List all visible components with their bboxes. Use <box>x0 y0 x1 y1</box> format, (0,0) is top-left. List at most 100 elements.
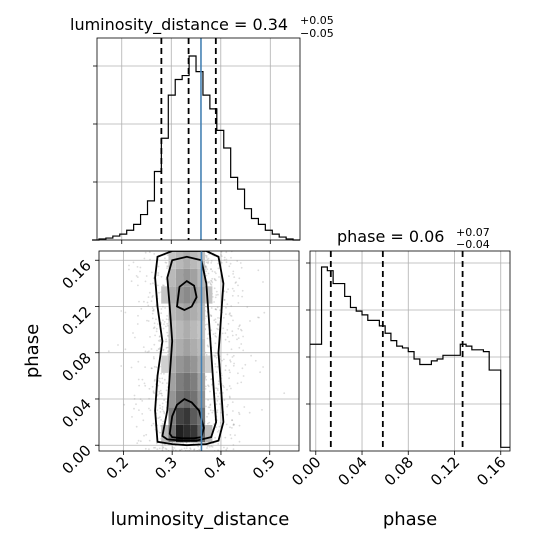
joint-sample-point <box>217 324 219 326</box>
joint-sample-point <box>218 392 221 394</box>
joint-density-cell-5 <box>175 407 184 425</box>
joint-density-cell-59 <box>161 425 169 443</box>
joint-density-cell-23 <box>168 355 176 373</box>
joint-sample-point <box>241 367 244 370</box>
joint-sample-point <box>138 384 141 387</box>
joint-sample-point <box>242 349 245 352</box>
joint-density-cell-42 <box>190 286 198 304</box>
joint-sample-point <box>237 284 239 287</box>
joint-density-cell-11 <box>183 390 191 408</box>
joint-sample-point <box>217 323 219 326</box>
joint-sample-point <box>214 278 216 281</box>
joint-sample-point <box>242 335 245 338</box>
joint-sample-point <box>231 419 233 422</box>
joint-sample-point <box>244 363 247 366</box>
joint-sample-point <box>229 426 231 429</box>
joint-sample-point <box>161 446 164 449</box>
joint-sample-point <box>215 426 218 429</box>
joint-sample-point <box>225 291 228 293</box>
joint-sample-point <box>158 390 161 393</box>
joint-sample-point <box>143 434 145 437</box>
joint-sample-point <box>217 443 220 445</box>
phase-title-minus: −0.04 <box>456 238 490 251</box>
joint-sample-point <box>159 411 162 413</box>
joint-sample-point <box>220 411 222 414</box>
joint-sample-point <box>226 388 228 391</box>
luminosity-distance-title-median: 0.34 <box>252 15 288 34</box>
phase-histogram-step <box>310 266 510 448</box>
joint-sample-point <box>158 336 161 338</box>
joint-sample-point <box>207 261 210 263</box>
joint-sample-point <box>216 409 219 411</box>
joint-sample-point <box>141 378 144 381</box>
joint-sample-point <box>150 348 153 350</box>
joint-sample-point <box>218 429 220 432</box>
joint-sample-point <box>155 318 157 321</box>
joint-sample-point <box>146 351 149 353</box>
joint-sample-point <box>138 300 140 303</box>
joint-sample-point <box>214 321 217 323</box>
joint-sample-point <box>158 392 161 395</box>
joint-sample-point <box>161 394 164 397</box>
joint-sample-point <box>163 378 166 381</box>
joint-sample-point <box>164 257 166 260</box>
joint-sample-point <box>207 399 210 401</box>
joint-sample-point <box>229 312 231 315</box>
joint-sample-point <box>215 272 217 275</box>
joint-sample-point <box>215 387 218 389</box>
joint-sample-point <box>238 277 241 280</box>
joint-sample-point <box>218 276 220 278</box>
joint-sample-point <box>205 305 208 308</box>
phase-histogram-panel: 0.00 0.04 0.08 0.12 0.16 phase = 0.06 +0.07 … <box>288 226 511 489</box>
joint-sample-point <box>206 344 209 347</box>
joint-density-cell-40 <box>175 286 184 304</box>
joint-sample-point <box>141 413 144 415</box>
joint-sample-point <box>161 445 164 447</box>
phase-hist-xtick-label-4: 0.16 <box>473 453 509 489</box>
joint-sample-point <box>228 395 231 398</box>
joint-sample-point <box>130 280 133 283</box>
joint-sample-point <box>206 255 208 257</box>
joint-sample-point <box>224 436 227 439</box>
joint-sample-point <box>165 389 168 392</box>
joint-sample-point <box>123 403 126 406</box>
joint-sample-point <box>189 447 192 449</box>
joint-sample-point <box>230 437 233 440</box>
joint-sample-point <box>133 398 136 400</box>
joint-sample-point <box>162 410 165 413</box>
joint-sample-point <box>223 299 226 301</box>
joint-density-cell-13 <box>168 390 176 408</box>
joint-sample-point <box>143 300 145 303</box>
joint-sample-point <box>160 275 163 278</box>
joint-sample-point <box>132 261 135 264</box>
joint-sample-point <box>152 327 155 330</box>
joint-density-cell-51 <box>183 251 191 269</box>
joint-sample-point <box>207 384 209 387</box>
joint-sample-point <box>146 319 148 322</box>
joint-sample-point <box>158 335 161 338</box>
joint-sample-point <box>226 405 229 408</box>
joint-sample-point <box>211 277 214 280</box>
joint-contour-inner-3 <box>176 280 198 311</box>
phase-hist-xtick-label-1: 0.04 <box>335 453 371 489</box>
joint-sample-point <box>165 346 168 349</box>
joint-sample-point <box>216 365 219 368</box>
joint-sample-point <box>225 313 227 315</box>
luminosity-distance-title-param: luminosity_distance <box>70 15 229 35</box>
joint-sample-point <box>232 273 235 275</box>
joint-sample-point <box>160 392 163 395</box>
joint-sample-point <box>144 350 147 353</box>
joint-sample-point <box>212 409 215 412</box>
joint-sample-point <box>228 265 231 268</box>
joint-density-cell-60 <box>205 425 213 443</box>
joint-sample-point <box>218 425 221 428</box>
joint-sample-point <box>144 447 147 450</box>
joint-sample-point <box>214 318 217 321</box>
luminosity-distance-histogram-grid <box>97 38 300 240</box>
joint-sample-point <box>217 267 220 270</box>
joint-sample-point <box>241 295 244 298</box>
joint-sample-point <box>163 399 166 401</box>
joint-ytick-label-0: 0.00 <box>58 441 94 477</box>
joint-sample-point <box>173 447 176 449</box>
joint-sample-point <box>154 334 157 337</box>
